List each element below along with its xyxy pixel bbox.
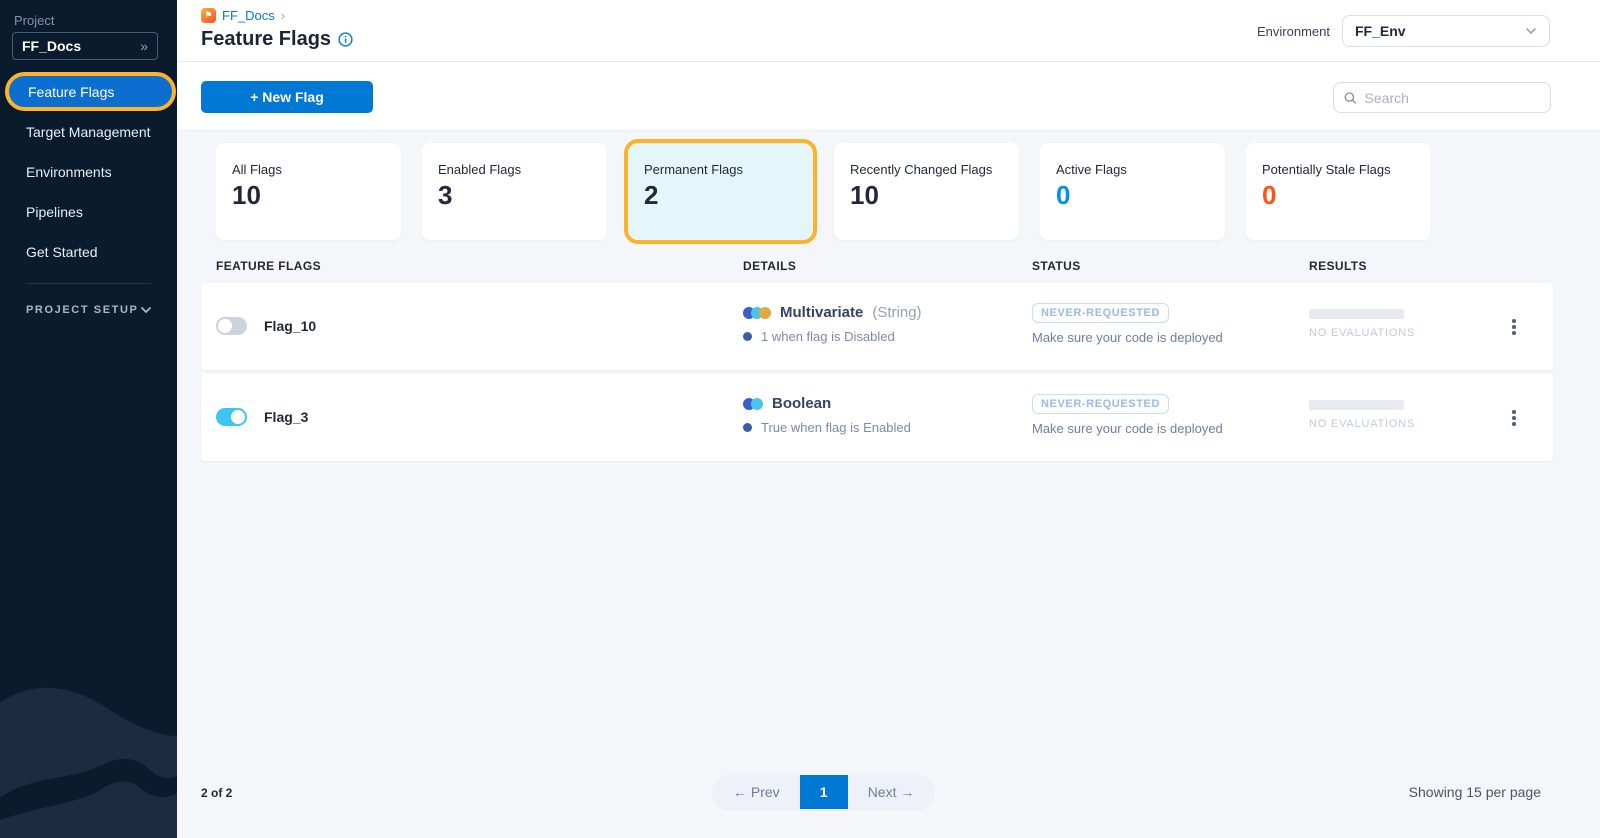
kebab-menu-icon[interactable] bbox=[1504, 405, 1524, 431]
environment-selector-group: Environment FF_Env bbox=[1257, 15, 1550, 47]
sidebar-item-label: Feature Flags bbox=[28, 83, 115, 100]
flag-toggle[interactable] bbox=[216, 317, 247, 335]
content-area: All Flags 10 Enabled Flags 3 Permanent F… bbox=[177, 131, 1600, 838]
toolbar: + New Flag bbox=[177, 62, 1600, 131]
chevron-right-icon: › bbox=[280, 8, 286, 23]
boolean-icon bbox=[743, 397, 763, 410]
variation-dot-icon bbox=[743, 332, 752, 341]
flag-type-suffix: (String) bbox=[872, 304, 922, 321]
status-badge: NEVER-REQUESTED bbox=[1032, 394, 1170, 414]
stat-value: 10 bbox=[850, 180, 879, 210]
breadcrumb: ⚑ FF_Docs › bbox=[201, 8, 285, 23]
page-header: ⚑ FF_Docs › Feature Flags Environment FF… bbox=[177, 0, 1600, 62]
table-row: Flag_10 Multivariate (String) 1 when fla… bbox=[201, 283, 1553, 370]
page-title: Feature Flags bbox=[201, 28, 353, 51]
stat-card-potentially-stale-flags[interactable]: Potentially Stale Flags 0 bbox=[1246, 143, 1431, 240]
per-page-label: Showing 15 per page bbox=[1408, 784, 1541, 800]
stat-card-permanent-flags[interactable]: Permanent Flags 2 bbox=[624, 139, 817, 244]
environment-dropdown[interactable]: FF_Env bbox=[1342, 15, 1550, 47]
flag-type: Multivariate bbox=[780, 304, 864, 321]
stat-value: 3 bbox=[438, 180, 453, 210]
stat-value: 0 bbox=[1056, 180, 1071, 210]
main-area: ⚑ FF_Docs › Feature Flags Environment FF… bbox=[177, 0, 1600, 838]
sidebar-item-target-management[interactable]: Target Management bbox=[26, 124, 151, 140]
sidebar-item-pipelines[interactable]: Pipelines bbox=[26, 204, 83, 220]
status-text: Make sure your code is deployed bbox=[1032, 421, 1223, 436]
pagination: ← Prev 1 Next → bbox=[713, 775, 935, 809]
search-icon bbox=[1344, 91, 1356, 104]
flag-status: NEVER-REQUESTED Make sure your code is d… bbox=[1032, 303, 1223, 345]
flag-type: Boolean bbox=[772, 395, 832, 412]
status-text: Make sure your code is deployed bbox=[1032, 330, 1223, 345]
feature-flags-logo-icon: ⚑ bbox=[201, 8, 216, 23]
flag-toggle[interactable] bbox=[216, 408, 247, 426]
stat-card-all-flags[interactable]: All Flags 10 bbox=[216, 143, 401, 240]
column-header-results: RESULTS bbox=[1309, 259, 1367, 273]
stat-value: 0 bbox=[1262, 180, 1277, 210]
sidebar-item-environments[interactable]: Environments bbox=[26, 164, 112, 180]
flag-results: NO EVALUATIONS bbox=[1309, 400, 1415, 430]
stat-value: 2 bbox=[644, 180, 659, 210]
variation-dot-icon bbox=[743, 423, 752, 432]
evaluations-text: NO EVALUATIONS bbox=[1309, 418, 1416, 430]
current-page-button[interactable]: 1 bbox=[799, 775, 848, 809]
stat-card-active-flags[interactable]: Active Flags 0 bbox=[1040, 143, 1225, 240]
evaluations-bar bbox=[1309, 400, 1404, 410]
project-name: FF_Docs bbox=[22, 38, 82, 54]
flag-status: NEVER-REQUESTED Make sure your code is d… bbox=[1032, 394, 1223, 436]
next-page-button[interactable]: Next → bbox=[848, 775, 935, 809]
kebab-menu-icon[interactable] bbox=[1504, 314, 1524, 340]
new-flag-button[interactable]: + New Flag bbox=[201, 81, 373, 113]
sidebar-divider bbox=[26, 283, 151, 284]
sidebar-decoration bbox=[0, 687, 177, 838]
breadcrumb-project-link[interactable]: FF_Docs bbox=[222, 8, 275, 23]
search-box bbox=[1333, 82, 1551, 113]
environment-label: Environment bbox=[1257, 23, 1330, 39]
flag-results: NO EVALUATIONS bbox=[1309, 309, 1415, 339]
flag-details: Boolean True when flag is Enabled bbox=[743, 395, 911, 435]
info-icon[interactable] bbox=[338, 32, 353, 47]
sidebar-item-project-setup[interactable]: PROJECT SETUP bbox=[26, 304, 152, 316]
toggle-knob bbox=[218, 319, 232, 333]
evaluations-bar bbox=[1309, 309, 1404, 319]
stats-cards-row: All Flags 10 Enabled Flags 3 Permanent F… bbox=[216, 139, 1431, 244]
environment-value: FF_Env bbox=[1355, 23, 1406, 39]
flag-name-link[interactable]: Flag_10 bbox=[264, 318, 317, 334]
column-header-details: DETAILS bbox=[743, 259, 797, 273]
chevron-down-icon bbox=[1526, 28, 1536, 35]
default-rule: True when flag is Enabled bbox=[761, 420, 911, 435]
toggle-knob bbox=[231, 410, 245, 424]
stat-card-enabled-flags[interactable]: Enabled Flags 3 bbox=[422, 143, 607, 240]
column-header-feature-flags: FEATURE FLAGS bbox=[216, 259, 321, 273]
prev-page-button[interactable]: ← Prev bbox=[713, 775, 800, 809]
status-badge: NEVER-REQUESTED bbox=[1032, 303, 1170, 323]
flag-details: Multivariate (String) 1 when flag is Dis… bbox=[743, 304, 922, 344]
row-count: 2 of 2 bbox=[201, 786, 233, 800]
sidebar: Project FF_Docs » Feature Flags Target M… bbox=[0, 0, 177, 838]
evaluations-text: NO EVALUATIONS bbox=[1309, 327, 1416, 339]
double-chevron-icon[interactable]: » bbox=[140, 38, 148, 54]
stat-value: 10 bbox=[232, 180, 261, 210]
chevron-down-icon bbox=[141, 307, 151, 314]
project-label: Project bbox=[14, 13, 55, 28]
column-header-status: STATUS bbox=[1032, 259, 1081, 273]
sidebar-item-feature-flags[interactable]: Feature Flags bbox=[5, 72, 176, 111]
sidebar-item-get-started[interactable]: Get Started bbox=[26, 244, 98, 260]
stat-card-recently-changed-flags[interactable]: Recently Changed Flags 10 bbox=[834, 143, 1019, 240]
search-input[interactable] bbox=[1364, 89, 1540, 106]
multivariate-icon bbox=[743, 306, 771, 319]
table-row: Flag_3 Boolean True when flag is Enabled bbox=[201, 374, 1553, 461]
default-rule: 1 when flag is Disabled bbox=[761, 329, 895, 344]
project-selector[interactable]: FF_Docs » bbox=[12, 32, 158, 60]
flag-name-link[interactable]: Flag_3 bbox=[264, 409, 309, 425]
